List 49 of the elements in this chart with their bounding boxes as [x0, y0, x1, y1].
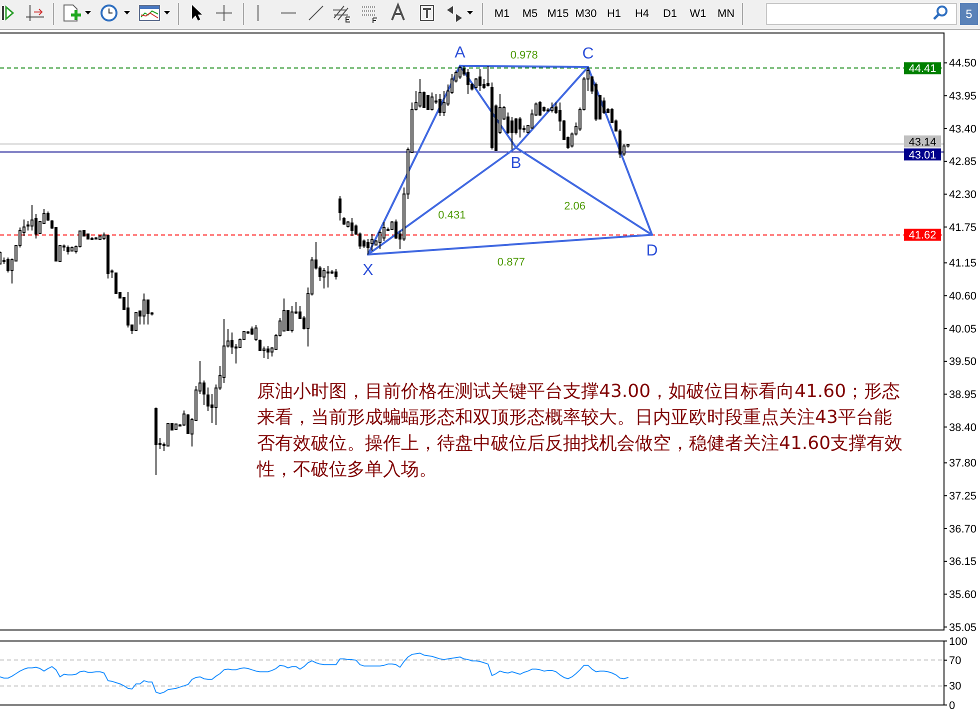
text: M5 [522, 8, 538, 20]
y-tick-label: 43.40 [949, 123, 977, 136]
y-tick-label: 37.25 [949, 490, 977, 503]
y-tick-label: 42.85 [949, 156, 977, 168]
text: 5 [966, 7, 973, 21]
y-tick-label: 39.50 [949, 356, 977, 368]
text: H1 [606, 8, 622, 20]
ref-line-label: 41.62 [908, 230, 936, 242]
ref-line-label: 44.41 [908, 63, 936, 76]
y-tick-label: 35.60 [949, 589, 977, 602]
y-tick-label: 41.75 [949, 222, 977, 234]
ref-line-label: 43.14 [908, 136, 936, 148]
annotation: 性，不破位多单入场。 [256, 459, 437, 480]
y-tick-label: 43.95 [949, 90, 977, 103]
y-tick-label: 41.15 [949, 258, 977, 270]
text: H4 [634, 8, 650, 20]
annotation: 否有效破位。操作上，待盘中破位后反抽找机会做空，稳健者关注41.60支撑有效 [257, 433, 903, 454]
annotation: A [454, 44, 466, 62]
ref-line-label: 43.01 [908, 149, 936, 162]
series-label: 2.06 [564, 200, 586, 212]
y-tick-label: 37.80 [949, 458, 977, 470]
text: M15 [547, 8, 569, 20]
annotation: 原油小时图，目前价格在测试关键平台支撑43.00，如破位目标看向41.60；形态 [257, 381, 900, 402]
y-tick-label: 35.05 [949, 622, 977, 634]
series-label: 0.978 [510, 49, 538, 62]
y-tick-label: 42.30 [949, 189, 977, 202]
series-label: 0.431 [438, 210, 466, 222]
annotation: X [362, 262, 374, 280]
text: MN [717, 8, 735, 20]
y-tick-label: 100 [949, 636, 968, 648]
text: M30 [575, 8, 597, 20]
text: M1 [494, 8, 510, 20]
text: W1 [690, 8, 706, 20]
y-tick-label: 38.95 [949, 389, 977, 402]
y-tick-label: 70 [949, 655, 962, 668]
series-label: 0.877 [497, 256, 525, 268]
y-tick-label: 30 [949, 680, 962, 693]
y-tick-label: 0 [949, 700, 956, 711]
annotation: B [510, 155, 522, 172]
y-tick-label: 40.05 [949, 323, 977, 336]
annotation: 来看，当前形成蝙蝠形态和双顶形态概率较大。日内亚欧时段重点关注43平台能 [257, 407, 892, 428]
y-tick-label: 38.40 [949, 422, 977, 434]
y-tick-label: 40.60 [949, 290, 977, 303]
text: D1 [662, 8, 678, 20]
y-tick-label: 44.50 [949, 58, 977, 70]
annotation: C [582, 46, 594, 63]
y-tick-label: 36.15 [949, 556, 977, 568]
annotation: D [646, 242, 658, 260]
y-tick-label: 36.70 [949, 523, 977, 536]
